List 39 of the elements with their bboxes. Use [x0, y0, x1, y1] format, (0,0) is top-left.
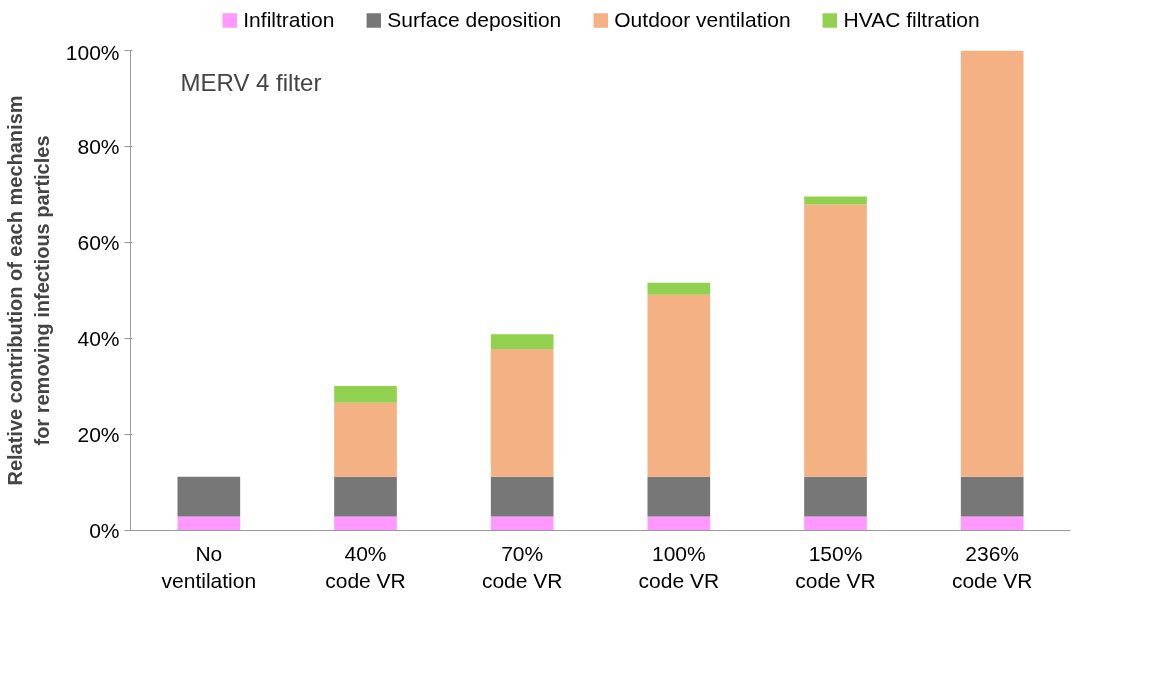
bar [334, 516, 397, 531]
legend-label: Infiltration [243, 8, 335, 32]
bar [804, 204, 867, 477]
bar [804, 476, 867, 517]
legend-label: HVAC filtration [843, 8, 980, 32]
bar [647, 516, 711, 531]
bar [490, 334, 554, 350]
y-tick-label: 0% [89, 519, 120, 542]
bar [177, 476, 241, 517]
x-tick-label: 70% code VR [481, 541, 563, 593]
y-tick-label: 60% [77, 231, 120, 254]
bar [490, 516, 554, 531]
y-tick-label: 40% [77, 327, 120, 350]
bar [334, 476, 397, 517]
bar [647, 476, 711, 517]
x-tick-label: No ventilation [161, 541, 257, 593]
y-tick-label: 80% [77, 135, 120, 158]
bar [960, 50, 1024, 477]
y-tick-label: 100% [65, 40, 120, 64]
bar [960, 516, 1024, 531]
bar [647, 282, 711, 295]
bar [960, 476, 1024, 517]
bar [647, 294, 711, 477]
x-tick-label: 40% code VR [325, 541, 406, 593]
x-tick-label: 150% code VR [795, 541, 876, 593]
x-tick-label: 236% code VR [951, 541, 1033, 593]
legend-label: Outdoor ventilation [614, 8, 791, 32]
bar [490, 349, 554, 477]
bar [177, 516, 241, 531]
y-axis-title: Relative contribution of each mechanism for removing infectious particles [4, 95, 53, 486]
bar [804, 516, 867, 531]
y-tick-label: 20% [77, 423, 120, 446]
annotation: MERV 4 filter [180, 68, 322, 96]
bar [334, 386, 397, 403]
legend-label: Surface deposition [387, 8, 562, 32]
x-tick-label: 100% code VR [638, 541, 720, 593]
bar [804, 196, 867, 205]
bar [490, 476, 554, 517]
bar [334, 402, 397, 477]
